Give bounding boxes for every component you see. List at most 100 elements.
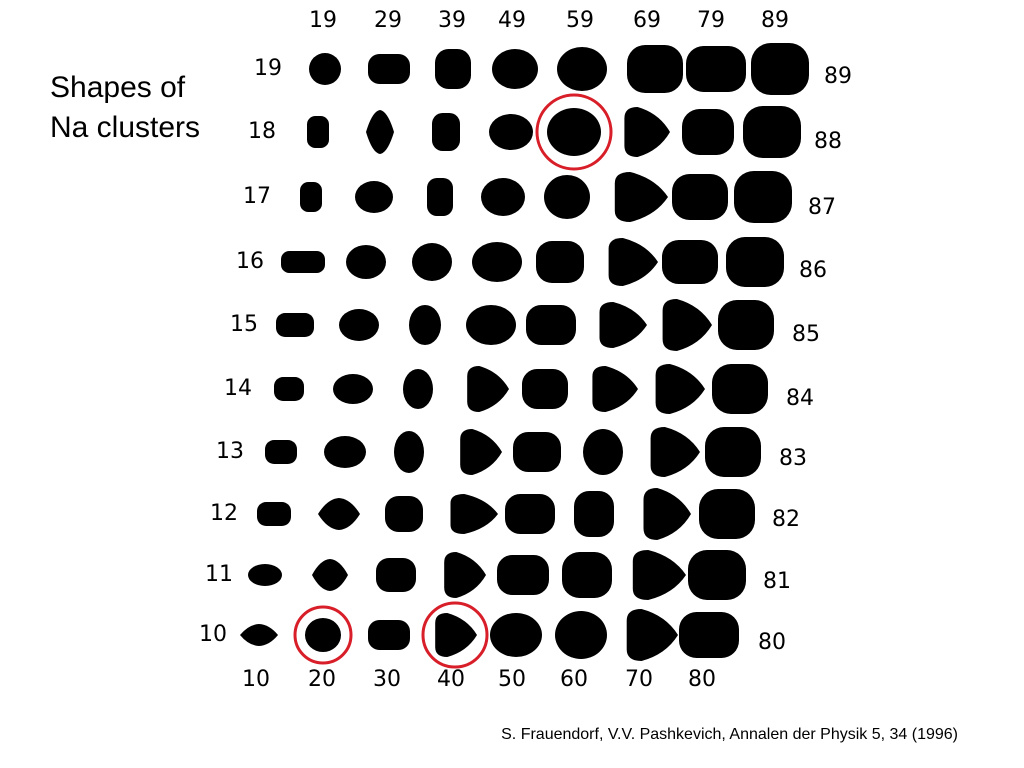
left-label-19: 19 — [254, 56, 282, 81]
left-label-15: 15 — [230, 312, 258, 337]
cluster-shape-84 — [712, 364, 768, 414]
cluster-shape-70 — [626, 609, 678, 661]
bottom-label-40: 40 — [437, 667, 465, 692]
top-label-89: 89 — [761, 8, 789, 33]
cluster-shape-14 — [274, 377, 304, 401]
left-label-18: 18 — [248, 119, 276, 144]
cluster-shape-61 — [562, 552, 612, 598]
right-label-83: 83 — [779, 446, 807, 471]
cluster-shape-55 — [526, 305, 576, 345]
cluster-shape-48 — [489, 114, 533, 150]
top-label-29: 29 — [374, 8, 402, 33]
citation: S. Frauendorf, V.V. Pashkevich, Annalen … — [501, 726, 958, 743]
bottom-label-60: 60 — [560, 667, 588, 692]
top-label-39: 39 — [438, 8, 466, 33]
cluster-shape-60 — [555, 611, 607, 659]
right-label-86: 86 — [799, 258, 827, 283]
cluster-shape-50 — [490, 613, 542, 657]
cluster-shape-87 — [734, 171, 792, 223]
cluster-shape-53 — [513, 432, 561, 472]
cluster-shape-72 — [643, 488, 691, 540]
highlight-ring-58 — [535, 93, 613, 171]
cluster-shape-66 — [608, 238, 658, 286]
bottom-label-80: 80 — [688, 667, 716, 692]
cluster-shape-83 — [705, 427, 761, 477]
cluster-shape-10 — [240, 624, 278, 646]
left-label-12: 12 — [210, 501, 238, 526]
cluster-shape-38 — [432, 113, 460, 151]
cluster-shape-29 — [368, 54, 410, 84]
cluster-shape-45 — [466, 305, 516, 345]
cluster-shape-62 — [574, 491, 614, 537]
cluster-shape-26 — [346, 245, 386, 279]
bottom-label-10: 10 — [242, 667, 270, 692]
bottom-label-50: 50 — [498, 667, 526, 692]
left-label-14: 14 — [224, 376, 252, 401]
cluster-shape-28 — [366, 110, 394, 154]
right-label-80: 80 — [758, 630, 786, 655]
cluster-shape-67 — [614, 172, 668, 222]
cluster-shape-40 — [435, 613, 477, 657]
cluster-shape-78 — [682, 109, 734, 155]
right-label-88: 88 — [814, 129, 842, 154]
cluster-shape-75 — [662, 299, 712, 351]
cluster-shape-64 — [592, 366, 638, 412]
cluster-shape-43 — [460, 429, 502, 475]
cluster-shape-18 — [307, 116, 329, 148]
left-label-16: 16 — [236, 249, 264, 274]
cluster-shape-57 — [544, 175, 590, 219]
cluster-shape-33 — [394, 431, 424, 473]
cluster-shape-35 — [409, 305, 441, 345]
bottom-label-20: 20 — [308, 667, 336, 692]
cluster-shape-19 — [309, 53, 341, 85]
cluster-shape-80 — [679, 612, 739, 658]
cluster-shape-63 — [583, 429, 623, 475]
left-label-10: 10 — [199, 622, 227, 647]
cluster-shape-74 — [655, 364, 705, 414]
bottom-label-30: 30 — [373, 667, 401, 692]
cluster-shape-82 — [699, 489, 755, 539]
right-label-81: 81 — [763, 569, 791, 594]
cluster-shape-88 — [743, 106, 801, 158]
cluster-shape-68 — [624, 107, 670, 157]
cluster-shape-89 — [751, 43, 809, 95]
cluster-shape-23 — [324, 436, 366, 468]
cluster-shape-32 — [385, 496, 423, 532]
cluster-shape-58 — [547, 108, 601, 156]
cluster-shape-51 — [497, 555, 549, 595]
cluster-shape-11 — [248, 564, 282, 586]
cluster-shape-86 — [726, 237, 784, 287]
top-label-19: 19 — [309, 8, 337, 33]
title-line-2: Na clusters — [50, 111, 201, 144]
bottom-label-70: 70 — [625, 667, 653, 692]
cluster-shape-46 — [472, 242, 522, 282]
cluster-shape-16 — [281, 251, 325, 273]
cluster-shape-81 — [688, 550, 746, 600]
cluster-shape-54 — [522, 369, 568, 409]
cluster-shape-39 — [435, 49, 471, 89]
top-label-49: 49 — [498, 8, 526, 33]
title-line-1: Shapes of — [50, 71, 186, 104]
left-label-11: 11 — [205, 562, 233, 587]
right-label-82: 82 — [772, 507, 800, 532]
cluster-shape-69 — [627, 45, 683, 93]
cluster-shape-42 — [450, 494, 498, 534]
cluster-shape-12 — [257, 502, 291, 526]
slide-title: Shapes of Na clusters — [50, 68, 200, 148]
cluster-shape-21 — [312, 559, 348, 591]
cluster-shape-30 — [368, 620, 410, 650]
cluster-shape-24 — [333, 374, 373, 404]
cluster-shape-49 — [492, 49, 538, 89]
cluster-shape-34 — [403, 369, 433, 409]
cluster-shape-52 — [505, 494, 555, 534]
cluster-shape-15 — [276, 313, 314, 337]
cluster-shape-27 — [355, 181, 393, 213]
cluster-shape-85 — [718, 300, 774, 350]
cluster-shape-37 — [427, 178, 453, 216]
right-label-84: 84 — [786, 386, 814, 411]
cluster-shape-73 — [650, 427, 700, 477]
cluster-shape-47 — [481, 178, 525, 216]
left-label-13: 13 — [216, 439, 244, 464]
